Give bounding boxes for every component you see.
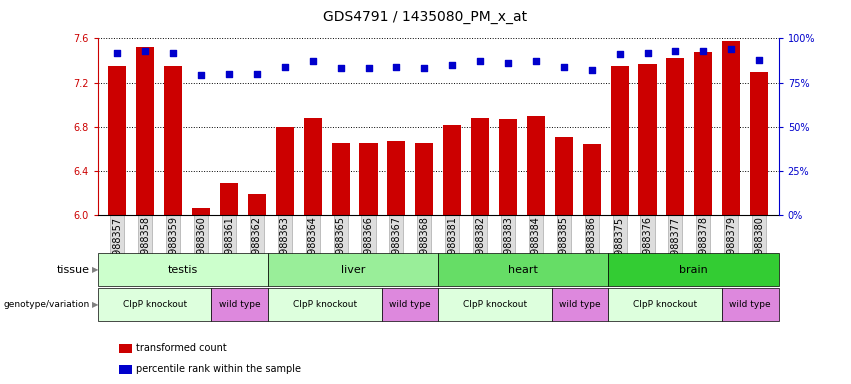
Point	[222, 71, 236, 77]
Text: ▶: ▶	[92, 265, 99, 274]
Point	[613, 51, 626, 57]
Bar	[248, 194, 266, 215]
Point	[752, 56, 766, 63]
Text: wild type: wild type	[729, 300, 771, 309]
Text: ▶: ▶	[92, 300, 99, 309]
Point	[250, 71, 264, 77]
Bar	[638, 64, 657, 215]
Bar	[750, 71, 768, 215]
Point	[334, 65, 347, 71]
Text: wild type: wild type	[219, 300, 260, 309]
Text: GDS4791 / 1435080_PM_x_at: GDS4791 / 1435080_PM_x_at	[323, 10, 528, 23]
Bar	[471, 118, 489, 215]
Point	[306, 58, 319, 65]
Text: genotype/variation: genotype/variation	[3, 300, 89, 309]
Text: heart: heart	[508, 265, 539, 275]
Bar	[499, 119, 517, 215]
Point	[167, 50, 180, 56]
Bar	[276, 127, 294, 215]
Bar	[555, 137, 573, 215]
Point	[529, 58, 543, 65]
Bar	[387, 141, 405, 215]
Text: brain: brain	[679, 265, 708, 275]
Point	[669, 48, 683, 54]
Text: tissue: tissue	[56, 265, 89, 275]
Point	[418, 65, 431, 71]
Text: percentile rank within the sample: percentile rank within the sample	[136, 364, 301, 374]
Bar	[192, 209, 210, 215]
Point	[724, 46, 738, 52]
Bar	[694, 51, 712, 215]
Bar	[722, 41, 740, 215]
Text: liver: liver	[341, 265, 365, 275]
Text: testis: testis	[168, 265, 198, 275]
Point	[557, 64, 571, 70]
Point	[111, 50, 124, 56]
Bar	[415, 143, 433, 215]
Point	[362, 65, 375, 71]
Bar	[332, 143, 350, 215]
Bar	[666, 58, 684, 215]
Bar	[359, 143, 378, 215]
Bar	[136, 47, 154, 215]
Bar	[304, 118, 322, 215]
Bar	[583, 144, 601, 215]
Text: wild type: wild type	[559, 300, 601, 309]
Text: ClpP knockout: ClpP knockout	[293, 300, 357, 309]
Bar	[220, 183, 238, 215]
Text: transformed count: transformed count	[136, 343, 227, 353]
Text: wild type: wild type	[389, 300, 431, 309]
Point	[501, 60, 515, 66]
Text: ClpP knockout: ClpP knockout	[463, 300, 527, 309]
Point	[641, 50, 654, 56]
Bar	[443, 124, 461, 215]
Bar	[527, 116, 545, 215]
Text: ClpP knockout: ClpP knockout	[123, 300, 186, 309]
Bar	[610, 66, 629, 215]
Point	[194, 73, 208, 79]
Point	[696, 48, 710, 54]
Point	[585, 67, 598, 73]
Point	[473, 58, 487, 65]
Point	[278, 64, 292, 70]
Point	[139, 48, 152, 54]
Text: ClpP knockout: ClpP knockout	[633, 300, 697, 309]
Bar	[108, 66, 127, 215]
Point	[390, 64, 403, 70]
Bar	[164, 66, 182, 215]
Point	[445, 62, 459, 68]
